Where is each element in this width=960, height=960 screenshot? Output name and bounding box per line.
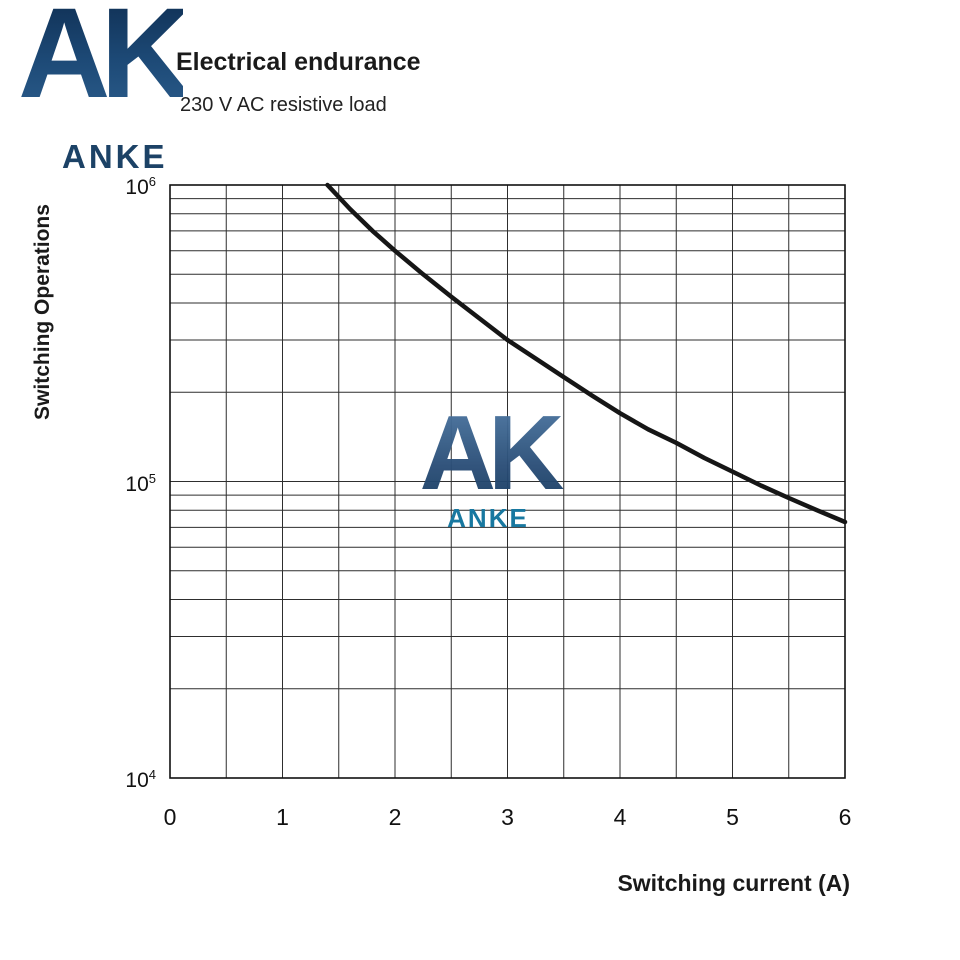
y-tick-label: 105 [125, 470, 156, 496]
anke-logo: AK ANKE [14, 0, 224, 188]
chart-subtitle: 230 V AC resistive load [180, 94, 387, 116]
x-tick-label: 6 [838, 804, 852, 830]
x-tick-label: 0 [163, 804, 177, 830]
chart-title: Electrical endurance [176, 48, 421, 76]
x-tick-label: 5 [726, 804, 739, 830]
endurance-curve [325, 182, 848, 525]
y-tick-label: 104 [125, 767, 156, 792]
y-axis-title: Switching Operations [31, 204, 54, 420]
plot-frame [169, 184, 846, 779]
y-tick-label: 106 [125, 174, 156, 199]
x-tick-label: 1 [276, 804, 289, 830]
x-tick-label: 3 [501, 804, 514, 830]
anke-logo-name: ANKE [62, 138, 168, 175]
x-tick-label: 2 [388, 804, 402, 830]
x-tick-label: 4 [613, 804, 627, 830]
anke-logo-monogram: AK [18, 0, 193, 125]
x-axis-title: Switching current (A) [617, 870, 850, 896]
